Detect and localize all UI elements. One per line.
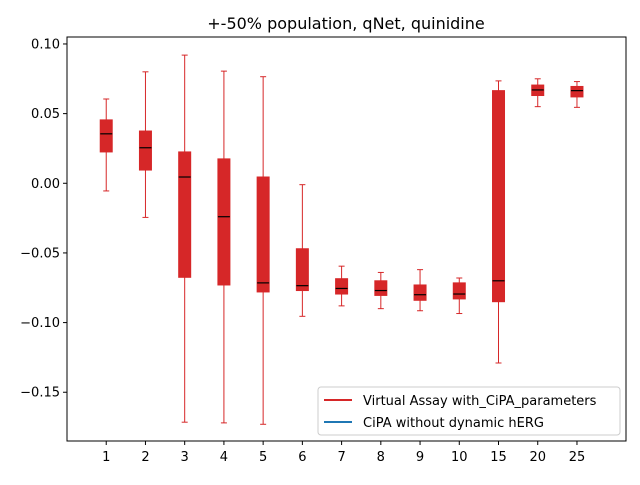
- iqr-box: [218, 159, 230, 285]
- x-tick-label: 4: [220, 450, 228, 465]
- x-tick-label: 1: [102, 450, 110, 465]
- y-tick-label: −0.15: [20, 386, 60, 401]
- iqr-box: [414, 285, 426, 300]
- y-tick-label: 0.00: [31, 177, 60, 192]
- box-6: [296, 185, 308, 317]
- x-tick-label: 3: [181, 450, 189, 465]
- iqr-box: [139, 131, 151, 170]
- y-tick-label: −0.10: [20, 316, 60, 331]
- legend-label-virtual-assay: Virtual Assay with_CiPA_parameters: [363, 394, 597, 409]
- box-10: [453, 278, 465, 314]
- x-tick-label: 6: [298, 450, 306, 465]
- box-8: [375, 272, 387, 308]
- box-3: [179, 55, 191, 422]
- iqr-box: [493, 91, 505, 302]
- x-tick-label: 20: [529, 450, 546, 465]
- box-5: [257, 77, 269, 425]
- x-tick-label: 9: [416, 450, 424, 465]
- iqr-box: [296, 249, 308, 291]
- x-tick-label: 15: [490, 450, 507, 465]
- y-tick-label: −0.05: [20, 246, 60, 261]
- x-tick-label: 8: [377, 450, 385, 465]
- y-axis-ticks: 0.10 0.05 0.00 −0.05 −0.10 −0.15: [20, 37, 67, 400]
- x-tick-label: 7: [337, 450, 345, 465]
- plot-frame: [67, 37, 626, 441]
- iqr-box: [571, 86, 583, 96]
- iqr-box: [179, 152, 191, 277]
- iqr-box: [336, 279, 348, 294]
- box-1: [100, 99, 112, 191]
- legend: Virtual Assay with_CiPA_parameters CiPA …: [318, 387, 620, 435]
- box-25: [571, 82, 583, 108]
- iqr-box: [453, 283, 465, 299]
- box-15: [493, 81, 505, 363]
- x-tick-label: 5: [259, 450, 267, 465]
- box-20: [532, 79, 544, 107]
- boxes-layer: [100, 55, 583, 424]
- iqr-box: [375, 281, 387, 296]
- iqr-box: [257, 177, 269, 292]
- box-7: [336, 266, 348, 306]
- legend-label-cipa: CiPA without dynamic hERG: [363, 416, 544, 431]
- x-tick-label: 10: [451, 450, 468, 465]
- box-9: [414, 270, 426, 311]
- x-tick-label: 25: [569, 450, 586, 465]
- box-2: [139, 72, 151, 218]
- x-tick-label: 2: [141, 450, 149, 465]
- chart-title: +-50% population, qNet, quinidine: [207, 14, 484, 33]
- y-tick-label: 0.10: [31, 37, 60, 52]
- y-tick-label: 0.05: [31, 107, 60, 122]
- x-axis-ticks: 1 2 3 4 5 6 7 8 9 10 15 20 25: [102, 441, 585, 465]
- iqr-box: [100, 120, 112, 152]
- box-4: [218, 71, 230, 423]
